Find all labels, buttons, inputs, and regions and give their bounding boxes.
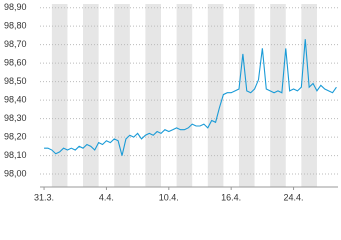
y-tick-label: 98,00 [4,168,27,178]
x-tick-label: 10.4. [159,192,179,202]
x-tick-label: 31.3. [34,192,54,202]
x-tick-label: 24.4. [284,192,304,202]
y-tick-label: 98,20 [4,131,27,141]
price-line [44,39,337,156]
y-tick-label: 98,10 [4,150,27,160]
day-stripe [114,4,130,187]
y-tick-label: 98,90 [4,2,27,12]
x-tick-label: 4.4. [99,192,114,202]
y-tick-label: 98,40 [4,94,27,104]
y-tick-label: 98,70 [4,39,27,49]
day-stripe [270,4,286,187]
day-stripe [51,4,68,187]
day-stripe [83,4,99,187]
day-stripe [207,4,224,187]
y-tick-label: 98,80 [4,21,27,31]
y-tick-label: 98,60 [4,58,27,68]
day-stripe [301,4,317,187]
day-stripe [145,4,162,187]
chart: 98,00 98,10 98,20 98,30 98,40 98,50 98,60 98,70… [4,2,338,202]
y-tick-label: 98,30 [4,113,27,123]
x-tick-label: 16.4. [221,192,241,202]
day-stripe [238,4,255,187]
day-stripe [176,4,193,187]
y-tick-label: 98,50 [4,76,27,86]
